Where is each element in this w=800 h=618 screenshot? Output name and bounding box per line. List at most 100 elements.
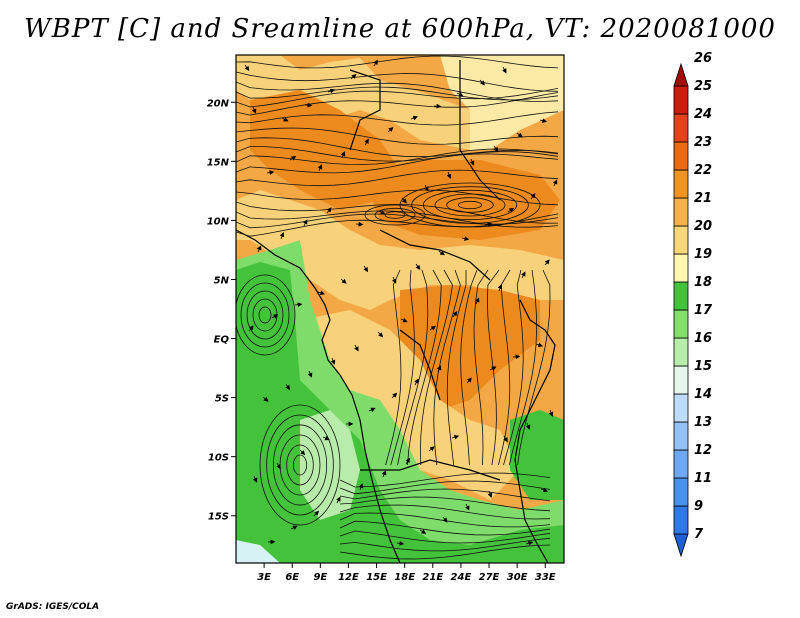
colorbar-label: 17 bbox=[694, 303, 713, 318]
streamline-arrow bbox=[378, 210, 386, 215]
streamline-arrow bbox=[544, 259, 550, 266]
streamline-arrow bbox=[326, 207, 332, 214]
colorbar-label: 26 bbox=[694, 51, 712, 66]
colorbar-segment bbox=[673, 62, 689, 87]
colorbar-segment bbox=[673, 197, 689, 227]
streamline-arrow bbox=[340, 278, 347, 284]
streamlines bbox=[236, 55, 559, 560]
streamline bbox=[419, 269, 453, 466]
streamline bbox=[460, 269, 478, 466]
colorbar-label: 16 bbox=[694, 331, 712, 346]
streamline bbox=[411, 186, 529, 224]
streamline-arrow bbox=[289, 156, 297, 161]
streamline-arrow bbox=[469, 158, 475, 166]
streamline-arrow bbox=[415, 263, 421, 271]
streamline-arrow bbox=[391, 392, 398, 399]
colorbar-label: 12 bbox=[694, 443, 712, 458]
streamline-arrow bbox=[358, 483, 364, 491]
streamline-arrow bbox=[452, 311, 458, 318]
streamline-arrow bbox=[539, 118, 548, 123]
colorbar-label: 24 bbox=[694, 107, 712, 122]
streamline bbox=[364, 204, 426, 226]
streamline bbox=[266, 414, 334, 516]
streamline bbox=[236, 148, 559, 165]
lon-tick-label: 21E bbox=[422, 572, 443, 583]
streamline-arrow bbox=[336, 496, 341, 504]
lat-tick-label: 5N bbox=[214, 275, 230, 286]
colorbar-segment bbox=[673, 505, 689, 535]
lon-tick-label: 9E bbox=[313, 572, 327, 583]
streamline-arrow bbox=[330, 357, 336, 365]
map-panel bbox=[236, 55, 564, 563]
lat-tick-label: 10N bbox=[207, 216, 230, 227]
streamline-arrow bbox=[322, 435, 330, 441]
streamline bbox=[236, 88, 559, 108]
streamline bbox=[339, 504, 551, 520]
latitude-axis: 20N 15N 10N 5N EQ 5S 10S 15S bbox=[207, 98, 236, 523]
streamline-arrow bbox=[363, 265, 369, 273]
streamline-arrow bbox=[373, 59, 378, 67]
colorbar-label: 9 bbox=[694, 499, 703, 514]
lon-tick-label: 15E bbox=[366, 572, 387, 583]
streamline-arrow bbox=[396, 540, 405, 546]
streamline bbox=[236, 137, 559, 158]
streamline-arrow bbox=[387, 126, 394, 133]
colorbar-label: 11 bbox=[694, 471, 712, 486]
lon-tick-label: 6E bbox=[285, 572, 299, 583]
streamline-arrow bbox=[497, 284, 503, 292]
streamline-arrow bbox=[405, 457, 411, 465]
streamline bbox=[339, 472, 551, 488]
streamline-arrow bbox=[474, 297, 480, 305]
streamline-arrow bbox=[248, 325, 254, 332]
streamline-arrow bbox=[552, 179, 558, 187]
streamline-arrow bbox=[502, 66, 507, 74]
streamline-arrow bbox=[436, 365, 442, 373]
streamline-arrow bbox=[340, 151, 346, 159]
streamline bbox=[422, 189, 518, 221]
streamline-arrow bbox=[251, 106, 257, 114]
wbpt-field-mild-sahel bbox=[236, 190, 564, 310]
grads-credit: GrADS: IGES/COLA bbox=[6, 602, 100, 612]
map-frame bbox=[235, 54, 565, 564]
lon-tick-label: 3E bbox=[257, 572, 271, 583]
lon-tick-label: 12E bbox=[338, 572, 359, 583]
streamline bbox=[339, 520, 551, 536]
colorbar-label: 14 bbox=[694, 387, 712, 402]
streamline bbox=[339, 480, 551, 495]
streamline bbox=[236, 153, 559, 174]
streamline-arrow bbox=[281, 117, 289, 122]
streamline-arrow bbox=[446, 171, 452, 179]
streamline-arrow bbox=[391, 276, 397, 284]
streamline-arrow bbox=[461, 236, 470, 241]
colorbar-label: 13 bbox=[694, 415, 712, 430]
streamline bbox=[236, 81, 559, 102]
colorbar-segment bbox=[673, 421, 689, 451]
streamline bbox=[384, 211, 406, 219]
streamline bbox=[508, 269, 538, 466]
streamline-arrow bbox=[479, 79, 486, 86]
colorbar-segment bbox=[673, 365, 689, 395]
streamline bbox=[339, 544, 551, 560]
lon-tick-label: 24E bbox=[451, 572, 472, 583]
colorbar: 7 9 11 12 13 14 15 16 17 18 19 20 21 22 23 24 25 26 bbox=[673, 51, 713, 558]
colorbar-label: 18 bbox=[694, 275, 712, 290]
wbpt-field-mild-equator bbox=[300, 310, 520, 500]
lat-tick-label: 15S bbox=[208, 512, 229, 523]
streamline bbox=[236, 189, 559, 206]
streamline-arrow bbox=[428, 446, 435, 452]
streamline-arrow bbox=[244, 64, 250, 72]
streamline-arrow bbox=[317, 164, 323, 172]
streamline bbox=[279, 434, 321, 496]
streamline-arrow bbox=[313, 510, 320, 517]
streamline-arrow bbox=[464, 503, 470, 511]
streamline bbox=[390, 269, 415, 466]
colorbar-label: 21 bbox=[694, 191, 712, 206]
streamline bbox=[457, 200, 483, 210]
lat-tick-label: 20N bbox=[207, 98, 230, 109]
colorbar-segment bbox=[673, 85, 689, 115]
colorbar-segment bbox=[673, 337, 689, 367]
streamline-arrow bbox=[290, 525, 298, 531]
streamline bbox=[339, 537, 551, 552]
streamline-arrow bbox=[350, 73, 357, 80]
streamline-arrow bbox=[548, 409, 554, 417]
